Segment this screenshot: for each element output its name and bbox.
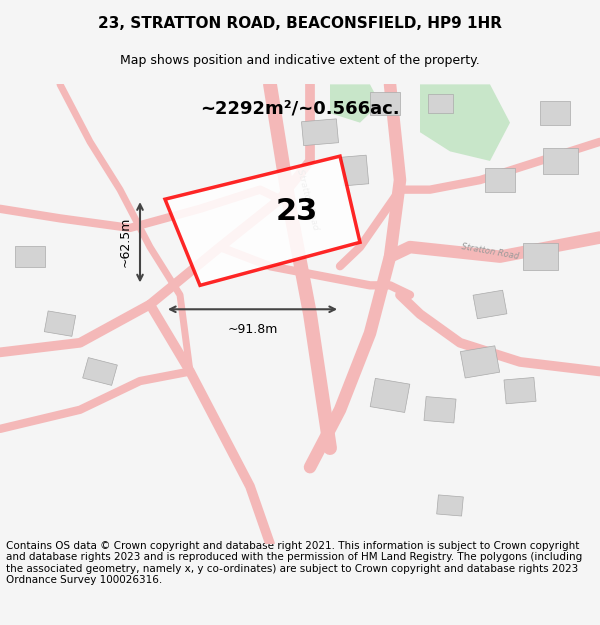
Polygon shape	[427, 94, 452, 113]
Polygon shape	[540, 101, 570, 125]
Polygon shape	[485, 168, 515, 192]
Polygon shape	[504, 378, 536, 404]
Polygon shape	[83, 357, 118, 386]
Polygon shape	[330, 84, 380, 122]
Polygon shape	[523, 243, 557, 270]
Text: Map shows position and indicative extent of the property.: Map shows position and indicative extent…	[120, 54, 480, 68]
Polygon shape	[424, 397, 456, 423]
Polygon shape	[473, 290, 507, 319]
Text: ~2292m²/~0.566ac.: ~2292m²/~0.566ac.	[200, 99, 400, 118]
Polygon shape	[341, 155, 369, 186]
Text: ~91.8m: ~91.8m	[227, 322, 278, 336]
Polygon shape	[460, 346, 500, 378]
Polygon shape	[44, 311, 76, 336]
Polygon shape	[420, 84, 510, 161]
Polygon shape	[15, 246, 45, 267]
Text: 23, STRATTON ROAD, BEACONSFIELD, HP9 1HR: 23, STRATTON ROAD, BEACONSFIELD, HP9 1HR	[98, 16, 502, 31]
Polygon shape	[542, 148, 577, 174]
Polygon shape	[370, 378, 410, 412]
Text: Stratton Road: Stratton Road	[461, 242, 520, 261]
Polygon shape	[301, 119, 338, 146]
Text: Stratton Road: Stratton Road	[296, 168, 320, 231]
Polygon shape	[165, 156, 360, 286]
Text: ~62.5m: ~62.5m	[119, 217, 132, 268]
Polygon shape	[370, 91, 400, 116]
Text: 23: 23	[275, 197, 317, 226]
Text: Contains OS data © Crown copyright and database right 2021. This information is : Contains OS data © Crown copyright and d…	[6, 541, 582, 586]
Polygon shape	[437, 495, 463, 516]
